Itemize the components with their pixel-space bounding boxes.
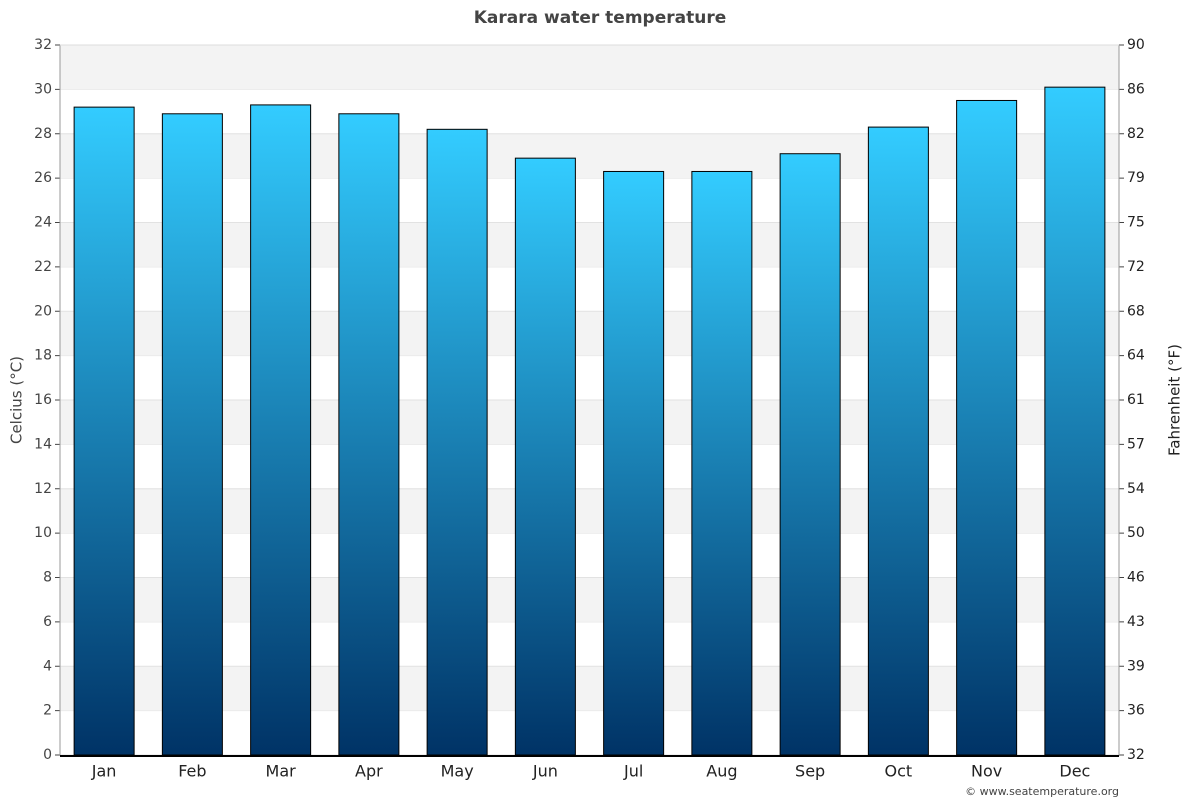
- y2-tick-label: 46: [1127, 570, 1145, 586]
- y-tick-label: 6: [43, 614, 52, 630]
- y-tick-label: 26: [34, 170, 52, 186]
- x-tick-label: May: [441, 762, 474, 781]
- x-tick-label: Sep: [795, 762, 825, 781]
- bar: [1044, 86, 1106, 756]
- y-tick-label: 10: [34, 525, 52, 541]
- y2-tick-label: 75: [1127, 215, 1145, 231]
- y-tick-label: 22: [34, 259, 52, 275]
- x-tick-label: Jul: [623, 762, 643, 781]
- y-tick-label: 8: [43, 570, 52, 586]
- chart-title: Karara water temperature: [474, 8, 726, 28]
- y-tick-label: 30: [34, 81, 52, 97]
- bar: [867, 126, 929, 756]
- bar: [338, 113, 400, 756]
- y-tick-label: 2: [43, 703, 52, 719]
- y2-tick-label: 61: [1127, 392, 1145, 408]
- x-tick-label: Feb: [178, 762, 206, 781]
- bar: [603, 170, 665, 756]
- y-tick-label: 32: [34, 37, 52, 53]
- y2-tick-label: 43: [1127, 614, 1145, 630]
- y2-tick-label: 82: [1127, 126, 1145, 142]
- y2-tick-label: 86: [1127, 81, 1145, 97]
- y2-tick-label: 54: [1127, 481, 1145, 497]
- x-tick-label: Aug: [706, 762, 737, 781]
- bar: [161, 113, 223, 756]
- y2-axis-label: Fahrenheit (°F): [1166, 344, 1184, 456]
- grid-band: [60, 45, 1119, 90]
- x-tick-label: Jun: [532, 762, 558, 781]
- y2-tick-label: 72: [1127, 259, 1145, 275]
- y2-tick-label: 39: [1127, 658, 1145, 674]
- y2-tick-label: 50: [1127, 525, 1145, 541]
- y2-tick-label: 79: [1127, 170, 1145, 186]
- grid-band: [60, 133, 1119, 179]
- x-tick-label: Nov: [971, 762, 1002, 781]
- y2-tick-label: 32: [1127, 747, 1145, 763]
- grid-band: [60, 400, 1119, 445]
- grid-band: [60, 488, 1119, 534]
- bar: [956, 99, 1018, 756]
- bar: [250, 104, 312, 756]
- y-axis-label: Celcius (°C): [8, 356, 26, 444]
- bar: [691, 170, 753, 756]
- bar: [514, 157, 576, 756]
- y-tick-label: 16: [34, 392, 52, 408]
- bar: [426, 128, 488, 756]
- bar: [73, 106, 135, 756]
- x-tick-label: Dec: [1059, 762, 1090, 781]
- x-tick-label: Mar: [266, 762, 297, 781]
- x-tick-label: Apr: [355, 762, 383, 781]
- y-tick-label: 4: [43, 658, 52, 674]
- y-tick-label: 12: [34, 481, 52, 497]
- y-tick-label: 14: [34, 436, 52, 452]
- x-tick-label: Oct: [885, 762, 913, 781]
- grid-band: [60, 577, 1119, 622]
- bar: [779, 153, 841, 756]
- y2-tick-label: 64: [1127, 348, 1145, 364]
- y-tick-label: 20: [34, 303, 52, 319]
- grid-band: [60, 666, 1119, 711]
- y-tick-label: 24: [34, 215, 52, 231]
- y-tick-label: 0: [43, 747, 52, 763]
- y2-tick-label: 57: [1127, 436, 1145, 452]
- x-tick-label: Jan: [91, 762, 117, 781]
- credit: © www.seatemperature.org: [965, 785, 1119, 798]
- grid-band: [60, 311, 1119, 356]
- y-tick-label: 28: [34, 126, 52, 142]
- grid-band: [60, 222, 1119, 267]
- y2-tick-label: 90: [1127, 37, 1145, 53]
- y-tick-label: 18: [34, 348, 52, 364]
- y2-tick-label: 68: [1127, 303, 1145, 319]
- y2-tick-label: 36: [1127, 703, 1145, 719]
